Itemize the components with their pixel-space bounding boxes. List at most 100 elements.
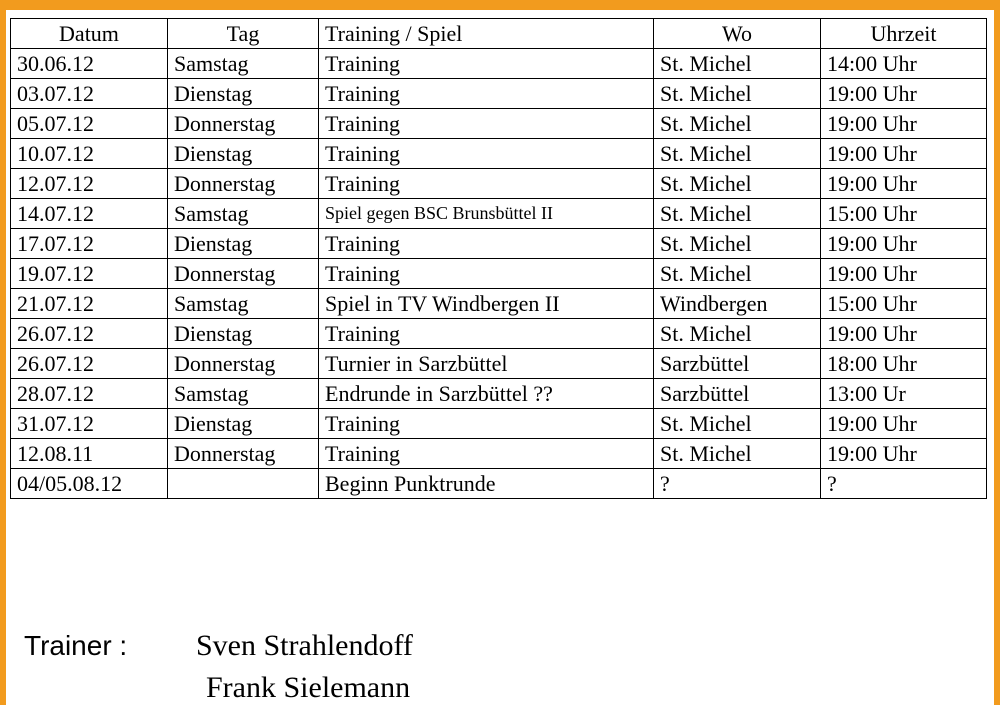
table-row: 30.06.12 Samstag Training St. Michel 14:00 U… xyxy=(10,48,987,79)
cell-uhrzeit: 19:00 Uhr xyxy=(820,408,987,439)
training-schedule-table: Datum Tag Training / Spiel Wo Uhrzeit 30… xyxy=(10,18,987,499)
cell-wo: St. Michel xyxy=(653,78,821,109)
table-row: 26.07.12 Donnerstag Turnier in Sarzbüttel S… xyxy=(10,348,987,379)
cell-datum: 10.07.12 xyxy=(10,138,168,169)
cell-uhrzeit: 19:00 Uhr xyxy=(820,108,987,139)
cell-wo: St. Michel xyxy=(653,318,821,349)
cell-wo: Sarzbüttel xyxy=(653,348,821,379)
cell-training-spiel: Training xyxy=(318,48,654,79)
table-row: 10.07.12 Dienstag Training St. Michel 19:00 … xyxy=(10,138,987,169)
cell-wo: ? xyxy=(653,468,821,499)
header-wo: Wo xyxy=(653,18,821,49)
cell-wo: St. Michel xyxy=(653,168,821,199)
table-row: 12.08.11 Donnerstag Training St. Michel 19:0… xyxy=(10,438,987,469)
table-row: 28.07.12 Samstag Endrunde in Sarzbüttel ??… xyxy=(10,378,987,409)
cell-training-spiel: Training xyxy=(318,138,654,169)
cell-tag: Samstag xyxy=(167,198,319,229)
cell-tag xyxy=(167,468,319,499)
table-row: 31.07.12 Dienstag Training St. Michel 19:00 … xyxy=(10,408,987,439)
table-row: 17.07.12 Dienstag Training St. Michel 19:00 … xyxy=(10,228,987,259)
cell-wo: Windbergen xyxy=(653,288,821,319)
cell-tag: Donnerstag xyxy=(167,108,319,139)
cell-datum: 31.07.12 xyxy=(10,408,168,439)
cell-tag: Dienstag xyxy=(167,318,319,349)
trainer-name-1: Sven Strahlendoff xyxy=(196,629,413,662)
cell-uhrzeit: 19:00 Uhr xyxy=(820,138,987,169)
cell-uhrzeit: 15:00 Uhr xyxy=(820,198,987,229)
header-uhrzeit: Uhrzeit xyxy=(820,18,987,49)
table-row: 04/05.08.12 Beginn Punktrunde?? xyxy=(10,468,987,499)
cell-wo: Sarzbüttel xyxy=(653,378,821,409)
cell-uhrzeit: 13:00 Ur xyxy=(820,378,987,409)
cell-tag: Samstag xyxy=(167,378,319,409)
schedule-sheet: Datum Tag Training / Spiel Wo Uhrzeit 30… xyxy=(6,10,994,705)
cell-wo: St. Michel xyxy=(653,258,821,289)
cell-uhrzeit: 18:00 Uhr xyxy=(820,348,987,379)
cell-training-spiel: Training xyxy=(318,258,654,289)
cell-tag: Donnerstag xyxy=(167,438,319,469)
cell-uhrzeit: ? xyxy=(820,468,987,499)
cell-training-spiel: Spiel in TV Windbergen II xyxy=(318,288,654,319)
cell-uhrzeit: 15:00 Uhr xyxy=(820,288,987,319)
table-row: 14.07.12 Samstag Spiel gegen BSC Brunsbütt… xyxy=(10,198,987,229)
cell-uhrzeit: 14:00 Uhr xyxy=(820,48,987,79)
cell-training-spiel: Training xyxy=(318,318,654,349)
table-body: 30.06.12 Samstag Training St. Michel 14:00 U… xyxy=(10,48,987,499)
cell-training-spiel: Training xyxy=(318,108,654,139)
cell-datum: 28.07.12 xyxy=(10,378,168,409)
trainer-label: Trainer : xyxy=(24,630,128,661)
cell-tag: Dienstag xyxy=(167,78,319,109)
cell-training-spiel: Training xyxy=(318,168,654,199)
cell-wo: St. Michel xyxy=(653,108,821,139)
header-datum: Datum xyxy=(10,18,168,49)
cell-datum: 12.08.11 xyxy=(10,438,168,469)
cell-wo: St. Michel xyxy=(653,198,821,229)
cell-tag: Donnerstag xyxy=(167,258,319,289)
cell-datum: 26.07.12 xyxy=(10,318,168,349)
cell-uhrzeit: 19:00 Uhr xyxy=(820,438,987,469)
cell-datum: 17.07.12 xyxy=(10,228,168,259)
cell-uhrzeit: 19:00 Uhr xyxy=(820,228,987,259)
cell-training-spiel: Training xyxy=(318,228,654,259)
table-row: 03.07.12 Dienstag Training St. Michel 19:00 … xyxy=(10,78,987,109)
cell-datum: 05.07.12 xyxy=(10,108,168,139)
cell-datum: 30.06.12 xyxy=(10,48,168,79)
cell-training-spiel: Training xyxy=(318,78,654,109)
cell-tag: Dienstag xyxy=(167,408,319,439)
header-tag: Tag xyxy=(167,18,319,49)
cell-training-spiel: Endrunde in Sarzbüttel ?? xyxy=(318,378,654,409)
cell-uhrzeit: 19:00 Uhr xyxy=(820,318,987,349)
table-row: 12.07.12 Donnerstag Training St. Michel 19:0… xyxy=(10,168,987,199)
table-header-row: Datum Tag Training / Spiel Wo Uhrzeit xyxy=(10,18,987,49)
cell-wo: St. Michel xyxy=(653,408,821,439)
cell-training-spiel: Beginn Punktrunde xyxy=(318,468,654,499)
cell-wo: St. Michel xyxy=(653,48,821,79)
table-row: 19.07.12 Donnerstag Training St. Michel 19:0… xyxy=(10,258,987,289)
cell-training-spiel: Training xyxy=(318,438,654,469)
cell-datum: 21.07.12 xyxy=(10,288,168,319)
cell-uhrzeit: 19:00 Uhr xyxy=(820,168,987,199)
cell-tag: Donnerstag xyxy=(167,168,319,199)
cell-wo: St. Michel xyxy=(653,138,821,169)
cell-training-spiel: Turnier in Sarzbüttel xyxy=(318,348,654,379)
cell-tag: Donnerstag xyxy=(167,348,319,379)
trainer-name-2: Frank Sielemann xyxy=(206,671,411,704)
table-row: 21.07.12 Samstag Spiel in TV Windbergen II… xyxy=(10,288,987,319)
cell-training-spiel: Spiel gegen BSC Brunsbüttel II xyxy=(318,198,654,229)
table-row: 05.07.12 Donnerstag Training St. Michel 19:0… xyxy=(10,108,987,139)
cell-wo: St. Michel xyxy=(653,228,821,259)
cell-training-spiel: Training xyxy=(318,408,654,439)
cell-datum: 04/05.08.12 xyxy=(10,468,168,499)
cell-datum: 03.07.12 xyxy=(10,78,168,109)
cell-datum: 26.07.12 xyxy=(10,348,168,379)
cell-tag: Samstag xyxy=(167,288,319,319)
cell-datum: 14.07.12 xyxy=(10,198,168,229)
cell-uhrzeit: 19:00 Uhr xyxy=(820,258,987,289)
cell-datum: 19.07.12 xyxy=(10,258,168,289)
cell-tag: Dienstag xyxy=(167,228,319,259)
cell-wo: St. Michel xyxy=(653,438,821,469)
cell-datum: 12.07.12 xyxy=(10,168,168,199)
header-training-spiel: Training / Spiel xyxy=(318,18,654,49)
cell-uhrzeit: 19:00 Uhr xyxy=(820,78,987,109)
cell-tag: Dienstag xyxy=(167,138,319,169)
